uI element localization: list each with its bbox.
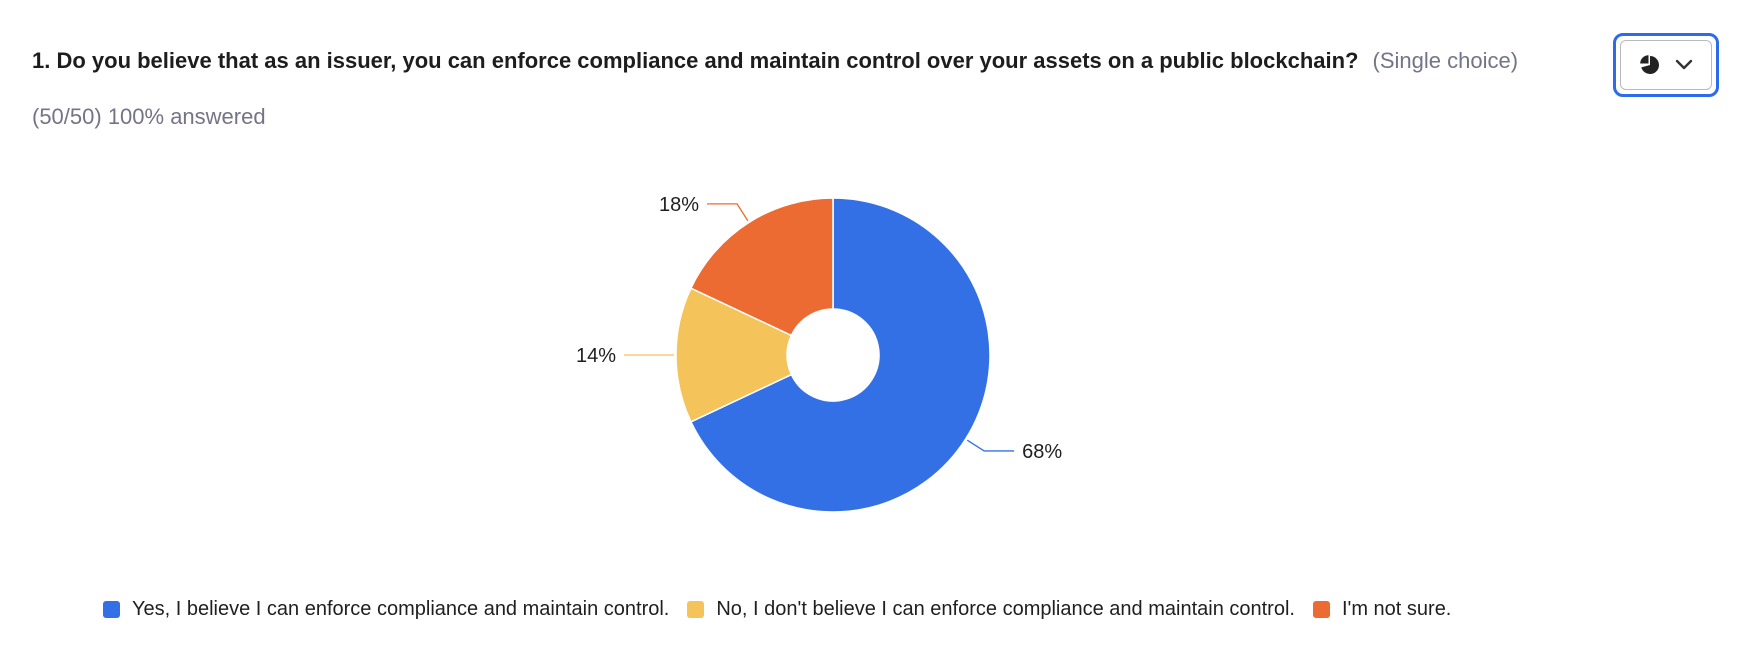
legend-swatch-3: [1312, 601, 1330, 618]
question-title: 1. Do you believe that as an issuer, you…: [32, 48, 1359, 73]
chart-type-dropdown-button[interactable]: [1613, 33, 1719, 97]
legend-label-1: Yes, I believe I can enforce compliance …: [132, 598, 670, 620]
legend-swatch-2: [687, 601, 705, 618]
pie-slice-1[interactable]: [689, 197, 991, 513]
chevron-down-icon: [1675, 59, 1693, 70]
choice-type-label: (Single choice): [1372, 48, 1519, 73]
legend-swatch-1: [103, 601, 120, 618]
legend-item-1[interactable]: Yes, I believe I can enforce compliance …: [103, 598, 669, 621]
slice-label-2: 14%: [576, 345, 616, 367]
chart-type-dropdown-inner[interactable]: [1620, 40, 1712, 90]
legend-item-2[interactable]: No, I don't believe I can enforce compli…: [687, 598, 1295, 621]
slice-label-3: 18%: [659, 194, 699, 216]
pie-slice-3[interactable]: [689, 197, 834, 337]
answered-count: (50/50) 100% answered: [32, 104, 266, 129]
pie-chart-icon: [1640, 55, 1659, 74]
pie-slice-2[interactable]: [675, 287, 793, 423]
legend-label-3: I'm not sure.: [1341, 598, 1452, 620]
legend-label-2: No, I don't believe I can enforce compli…: [716, 598, 1295, 620]
slice-label-1: 68%: [1022, 441, 1062, 463]
question-header: 1. Do you believe that as an issuer, you…: [32, 48, 1518, 74]
legend-item-3[interactable]: I'm not sure.: [1312, 598, 1452, 621]
leader-line-1: [966, 439, 1015, 452]
chart-legend: Yes, I believe I can enforce compliance …: [103, 598, 1469, 621]
leader-line-3: [707, 203, 749, 222]
